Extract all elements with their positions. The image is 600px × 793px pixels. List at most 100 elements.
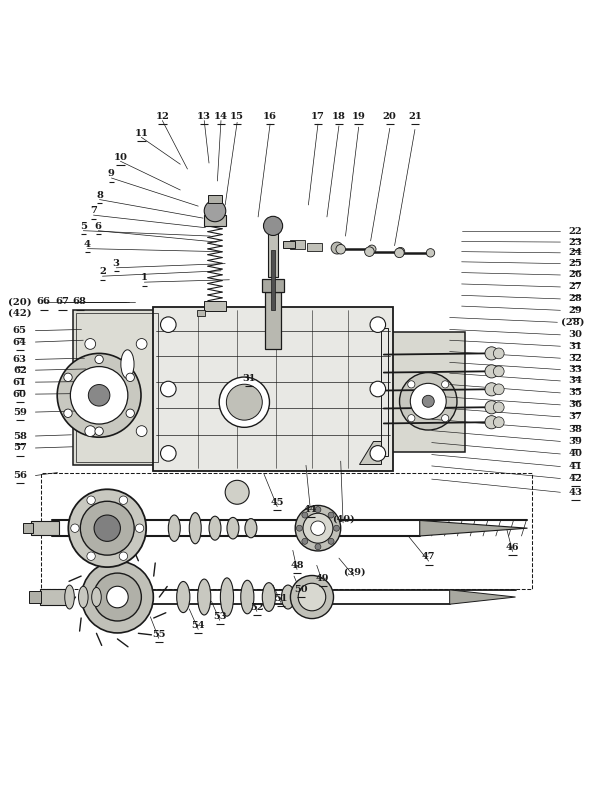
Text: (39): (39) [343, 568, 365, 577]
Text: 38: 38 [568, 425, 582, 434]
Ellipse shape [262, 583, 275, 611]
Polygon shape [449, 590, 515, 604]
Ellipse shape [92, 588, 101, 607]
Text: 52: 52 [250, 603, 263, 611]
Text: 56: 56 [13, 471, 27, 480]
Text: 57: 57 [13, 443, 27, 453]
Circle shape [71, 524, 79, 532]
Circle shape [87, 496, 95, 504]
Bar [154, 307, 393, 471]
Text: (40): (40) [332, 514, 355, 523]
Circle shape [64, 409, 72, 417]
Text: 8: 8 [96, 191, 103, 200]
Text: 43: 43 [568, 488, 583, 496]
Bar [204, 301, 226, 312]
Circle shape [85, 426, 95, 436]
Text: 3: 3 [113, 259, 120, 268]
Circle shape [328, 512, 334, 518]
Circle shape [136, 524, 144, 532]
Bar [271, 250, 275, 310]
Circle shape [225, 481, 249, 504]
Text: 10: 10 [113, 152, 127, 162]
Ellipse shape [197, 579, 211, 615]
Circle shape [370, 446, 386, 462]
Text: 48: 48 [290, 561, 304, 570]
Text: 28: 28 [568, 294, 582, 304]
Circle shape [298, 584, 326, 611]
Text: 59: 59 [13, 408, 27, 416]
Circle shape [119, 552, 128, 561]
Circle shape [295, 505, 341, 551]
Text: 31: 31 [242, 374, 256, 383]
Text: 27: 27 [568, 282, 582, 292]
Text: 11: 11 [134, 128, 148, 138]
Circle shape [136, 339, 147, 350]
Circle shape [161, 446, 176, 462]
Bar [381, 328, 388, 456]
Text: 1: 1 [141, 274, 148, 282]
Text: 25: 25 [568, 259, 582, 268]
Text: 36: 36 [568, 400, 583, 409]
Text: 6: 6 [95, 222, 102, 231]
Bar [40, 589, 70, 605]
Text: 12: 12 [155, 112, 169, 121]
Circle shape [94, 573, 142, 621]
Ellipse shape [79, 586, 88, 607]
Circle shape [328, 538, 334, 544]
Circle shape [95, 427, 103, 435]
Bar [283, 241, 295, 248]
Bar [307, 243, 322, 251]
Text: 62: 62 [13, 366, 27, 374]
Circle shape [395, 248, 404, 258]
Circle shape [161, 317, 176, 332]
Text: 66: 66 [37, 297, 51, 306]
Ellipse shape [189, 512, 201, 544]
Circle shape [119, 496, 128, 504]
Circle shape [302, 538, 308, 544]
Circle shape [290, 576, 334, 619]
Bar [265, 292, 281, 349]
Circle shape [493, 402, 504, 412]
Text: 49: 49 [316, 574, 329, 583]
Text: 14: 14 [214, 112, 228, 121]
Circle shape [302, 512, 308, 518]
Bar [73, 310, 161, 465]
Circle shape [87, 552, 95, 561]
Circle shape [493, 366, 504, 377]
Circle shape [442, 381, 449, 388]
Bar [268, 232, 278, 277]
Polygon shape [420, 520, 527, 536]
Circle shape [397, 247, 405, 256]
Bar [290, 240, 305, 249]
Text: 55: 55 [152, 630, 166, 638]
Bar [262, 278, 284, 292]
Circle shape [485, 416, 498, 429]
Ellipse shape [220, 578, 233, 616]
Circle shape [88, 385, 110, 406]
Text: 4: 4 [84, 240, 91, 249]
Circle shape [126, 409, 134, 417]
Text: 67: 67 [55, 297, 69, 306]
Circle shape [80, 501, 134, 555]
Text: 21: 21 [408, 112, 422, 121]
Text: 26: 26 [568, 270, 582, 279]
Text: 17: 17 [311, 112, 325, 121]
Text: 47: 47 [422, 553, 436, 561]
Text: 60: 60 [13, 389, 27, 399]
Text: 53: 53 [213, 611, 227, 621]
Circle shape [311, 521, 325, 535]
Circle shape [64, 374, 72, 381]
Circle shape [315, 507, 321, 512]
Text: 15: 15 [230, 112, 244, 121]
Circle shape [442, 415, 449, 422]
Text: 63: 63 [13, 355, 27, 364]
Text: 64: 64 [13, 338, 27, 347]
Ellipse shape [245, 519, 257, 538]
Circle shape [296, 525, 302, 531]
Polygon shape [359, 442, 381, 464]
Circle shape [485, 400, 498, 414]
Text: 35: 35 [568, 389, 583, 397]
Text: 42: 42 [568, 474, 582, 483]
Circle shape [336, 244, 346, 254]
Text: 58: 58 [13, 431, 27, 440]
